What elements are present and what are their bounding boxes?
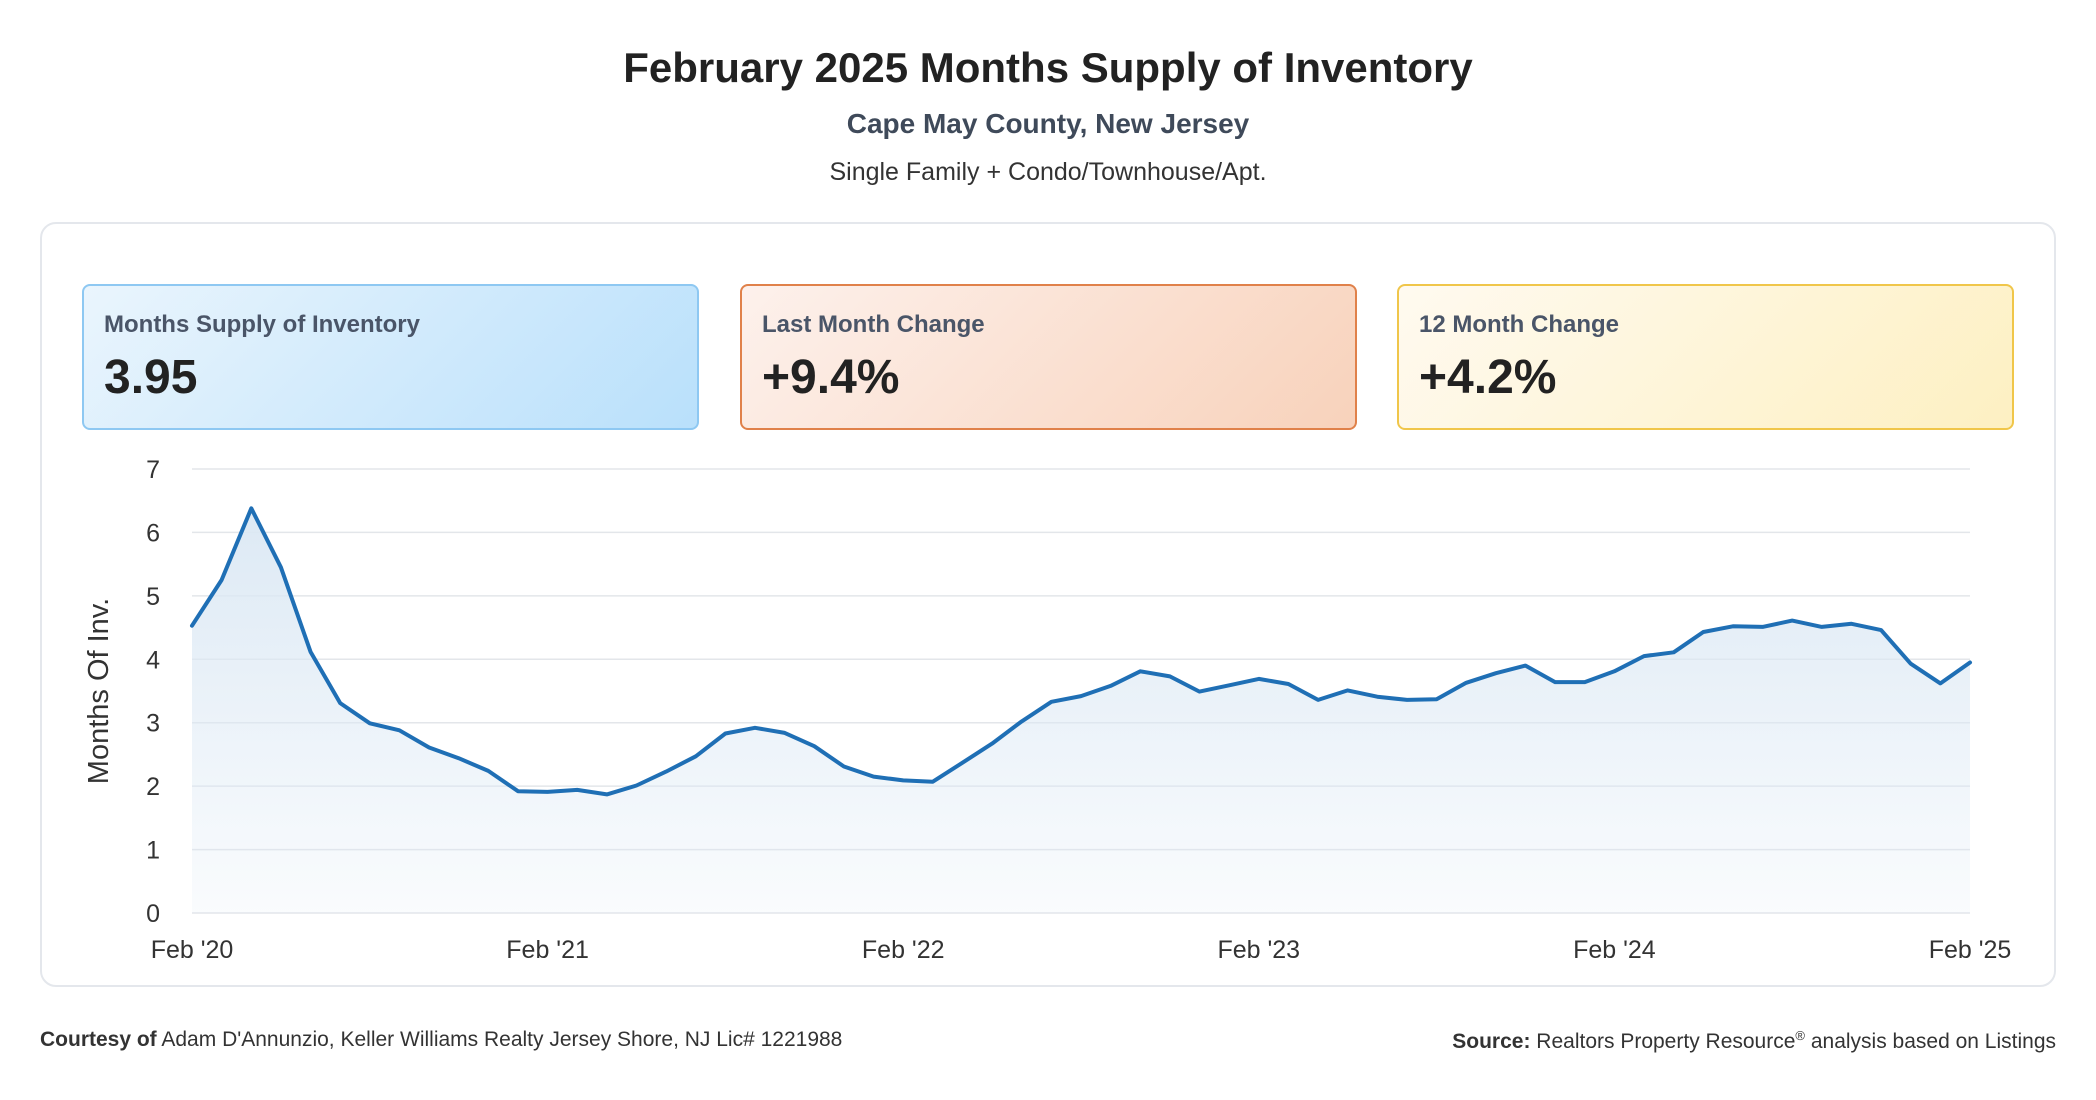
card-last-month-change: Last Month Change +9.4% [740, 284, 1357, 430]
footer-courtesy: Courtesy of Adam D'Annunzio, Keller Will… [40, 1028, 842, 1052]
y-tick-label: 4 [146, 646, 160, 674]
y-axis-label: Months Of Inv. [83, 598, 115, 784]
x-tick-label: Feb '21 [506, 936, 589, 964]
card-last-month-change-label: Last Month Change [762, 311, 985, 338]
footer-source: Source: Realtors Property Resource® anal… [1452, 1028, 2056, 1054]
y-tick-label: 5 [146, 583, 160, 611]
y-tick-label: 0 [146, 900, 160, 928]
x-tick-label: Feb '20 [151, 936, 234, 964]
chart-subtitle: Cape May County, New Jersey [846, 108, 1250, 139]
card-last-month-change-value: +9.4% [762, 351, 900, 404]
card-12-month-change-value: +4.2% [1419, 351, 1557, 404]
registered-mark: ® [1795, 1028, 1805, 1043]
source-text-2: analysis based on Listings [1810, 1030, 2056, 1053]
series-area [192, 508, 1970, 913]
chart-property-types: Single Family + Condo/Townhouse/Apt. [829, 158, 1267, 186]
y-tick-label: 6 [146, 519, 160, 547]
x-tick-label: Feb '23 [1217, 936, 1300, 964]
source-label: Source: [1452, 1030, 1531, 1053]
card-12-month-change-label: 12 Month Change [1419, 311, 1620, 338]
courtesy-label: Courtesy of [40, 1028, 157, 1051]
source-text: Realtors Property Resource [1536, 1030, 1796, 1053]
x-tick-label: Feb '25 [1929, 936, 2012, 964]
card-12-month-change: 12 Month Change +4.2% [1397, 284, 2014, 430]
chart-title: February 2025 Months Supply of Inventory [623, 44, 1473, 91]
card-months-supply-label: Months Supply of Inventory [104, 311, 420, 338]
y-tick-label: 3 [146, 710, 160, 738]
y-tick-label: 2 [146, 773, 160, 801]
courtesy-text: Adam D'Annunzio, Keller Williams Realty … [161, 1028, 843, 1051]
y-tick-label: 7 [146, 456, 160, 484]
card-months-supply: Months Supply of Inventory 3.95 [82, 284, 699, 430]
x-tick-label: Feb '22 [862, 936, 945, 964]
series-line [190, 506, 1972, 797]
x-tick-label: Feb '24 [1573, 936, 1656, 964]
card-months-supply-value: 3.95 [104, 351, 198, 404]
y-tick-label: 1 [146, 837, 160, 865]
